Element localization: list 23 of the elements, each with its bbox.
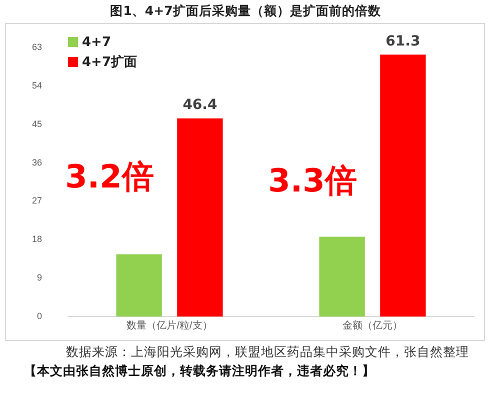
chart-title: 图1、4+7扩面后采购量（额）是扩面前的倍数 (109, 3, 382, 20)
bar (177, 118, 223, 317)
source-note: 数据来源：上海阳光采购网，联盟地区药品集中采购文件，张自然整理 (65, 344, 470, 361)
annotation: 3.2倍 (65, 158, 154, 196)
annotation: 3.3倍 (268, 162, 357, 200)
data-label: 46.4 (182, 96, 218, 113)
y-tick-label: 18 (32, 234, 42, 244)
legend-label: 4+7 (82, 34, 111, 50)
y-tick-label: 45 (32, 118, 42, 129)
x-tick-label: 金额（亿元） (342, 319, 403, 332)
data-label: 61.3 (386, 33, 420, 50)
bar (380, 54, 426, 317)
y-tick-label: 0 (36, 311, 42, 322)
y-tick-label: 54 (32, 80, 42, 90)
y-tick-label: 63 (32, 42, 42, 52)
y-tick-label: 27 (32, 196, 42, 206)
y-tick-label: 9 (36, 272, 42, 283)
legend-label: 4+7扩面 (82, 54, 137, 71)
text: 【本文由张自然博士原创，转载务请注明作者，违者必究！】 (23, 363, 376, 380)
x-tick-label: 数量（亿片/粒/支） (126, 319, 212, 332)
bar (319, 236, 365, 317)
bar (116, 254, 162, 317)
y-tick-label: 36 (32, 157, 42, 168)
